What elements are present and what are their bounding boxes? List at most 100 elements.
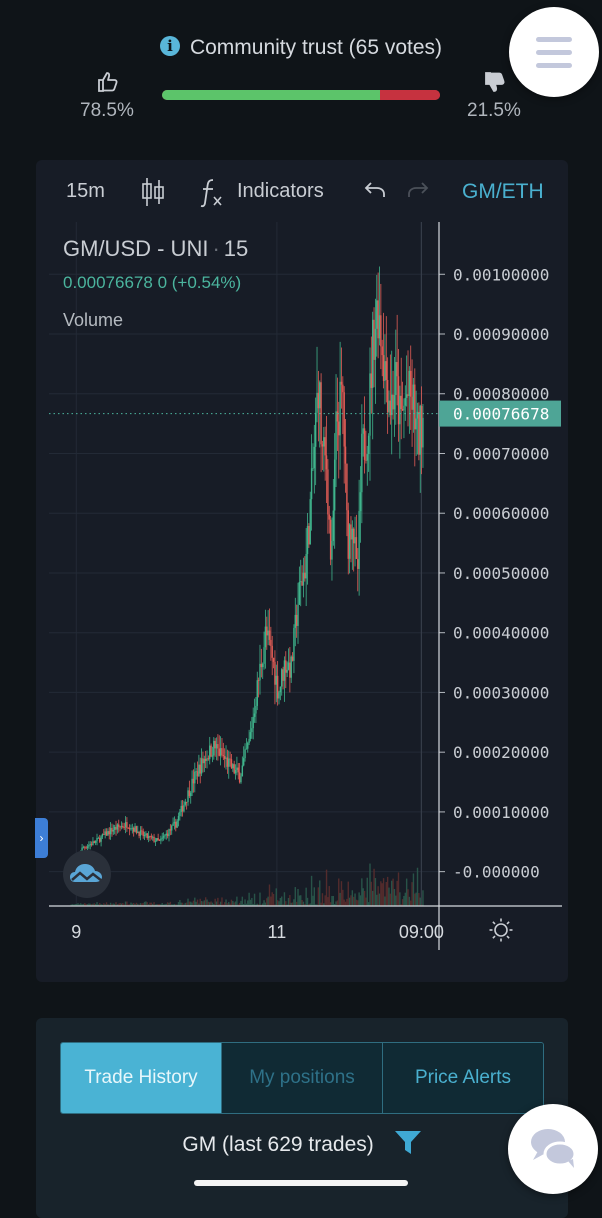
candle-body [251, 728, 253, 733]
volume-bar [338, 878, 340, 906]
candle-body [99, 838, 101, 842]
candle-body [328, 514, 330, 520]
menu-button[interactable] [509, 7, 599, 97]
volume-bar [259, 892, 261, 906]
volume-bar [312, 895, 314, 906]
candle-body [209, 745, 211, 760]
candle-body [190, 792, 192, 797]
price-chart[interactable]: 0.00100000 0.00090000 0.00080000 0.00070000… [36, 160, 568, 982]
candle-body [351, 528, 354, 540]
volume-bar [384, 896, 386, 906]
volume-bar [160, 904, 162, 906]
fx-icon[interactable] [199, 176, 225, 208]
volume-bar [361, 878, 363, 906]
volume-bar [340, 881, 343, 906]
volume-bar [253, 893, 256, 906]
candle-body [240, 776, 242, 783]
candle-body [271, 645, 273, 658]
filter-icon[interactable] [394, 1130, 422, 1156]
volume-bar [82, 903, 85, 906]
volume-bar [298, 895, 301, 906]
volume-bar [137, 903, 139, 906]
volume-bar [257, 904, 260, 906]
volume-bar [308, 903, 310, 906]
volume-bar [131, 903, 134, 906]
candle-body [399, 395, 401, 425]
candle-body [259, 663, 261, 681]
volume-bar [270, 896, 272, 906]
volume-bar [297, 888, 299, 906]
tab-trade-history[interactable]: Trade History [61, 1043, 221, 1113]
candle-body [267, 630, 269, 636]
candle-body [393, 395, 396, 410]
candle-body [103, 834, 105, 835]
candle-body [266, 626, 268, 636]
candle-body [343, 392, 345, 447]
candle-body [97, 838, 100, 839]
volume-bar [410, 900, 412, 906]
indicators-button[interactable]: Indicators [237, 180, 324, 202]
candle-body [321, 444, 324, 447]
candle-body [145, 833, 147, 836]
volume-bar [104, 904, 106, 906]
trust-bar [162, 90, 440, 100]
volume-bar [306, 897, 309, 906]
volume-bar [400, 904, 402, 906]
volume-bar [351, 890, 354, 906]
undo-icon[interactable] [363, 180, 387, 200]
tab-my-positions[interactable]: My positions [221, 1043, 382, 1113]
thumbs-down-icon[interactable] [483, 70, 507, 94]
volume-bar [260, 904, 263, 906]
candle-body [211, 755, 214, 757]
volume-bar [109, 902, 112, 906]
candle-body [198, 764, 200, 777]
candle-body [285, 660, 287, 673]
candle-body [407, 394, 409, 397]
candle-body [291, 656, 294, 661]
candle-body [203, 758, 206, 764]
candle-body [176, 820, 178, 828]
candle-body [260, 663, 263, 668]
candle-body [184, 801, 186, 805]
candle-body [414, 384, 416, 430]
volume-bar [294, 887, 296, 906]
sun-settings-icon[interactable] [489, 918, 513, 942]
candle-body [336, 411, 339, 422]
chevron-right-icon[interactable]: › [35, 818, 48, 858]
volume-bar [369, 863, 371, 906]
thumbs-up-icon[interactable] [96, 70, 120, 94]
home-indicator [194, 1180, 408, 1186]
candle-body [323, 437, 325, 447]
cloud-chart-icon[interactable] [63, 850, 111, 898]
volume-bar [94, 903, 97, 906]
volume-bar [295, 901, 298, 906]
chat-button[interactable] [508, 1104, 598, 1194]
interval-selector[interactable]: 15m [66, 180, 105, 202]
volume-bar [376, 894, 378, 906]
volume-bar [372, 890, 374, 906]
trades-label: GM (last 629 trades) [182, 1133, 374, 1156]
y-tick-label: 0.00100000 [453, 265, 549, 284]
candle-body [270, 639, 272, 646]
candlestick-icon[interactable] [140, 176, 166, 208]
volume-bar [404, 892, 406, 906]
volume-bar [344, 901, 347, 906]
volume-bar [240, 900, 242, 906]
info-icon[interactable]: i [159, 36, 180, 56]
candle-body [253, 713, 256, 717]
candle-body [275, 675, 277, 685]
volume-bar [370, 881, 373, 906]
candle-body [367, 435, 370, 455]
volume-bar [320, 902, 322, 906]
volume-bar [207, 901, 210, 906]
candle-body [202, 758, 204, 764]
tab-price-alerts[interactable]: Price Alerts [382, 1043, 543, 1113]
candle-body [411, 396, 413, 410]
pair-selector[interactable]: GM/ETH [462, 180, 544, 203]
candle-body [294, 614, 296, 628]
candle-body [329, 519, 332, 560]
volume-bar [378, 893, 381, 906]
volume-bar [90, 904, 93, 906]
volume-bar [266, 898, 268, 906]
volume-bar [389, 893, 392, 906]
